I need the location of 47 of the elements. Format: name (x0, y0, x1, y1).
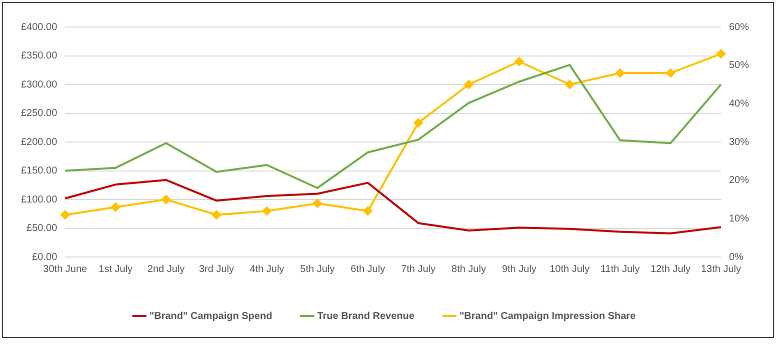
y-tick-label: £50.00 (26, 223, 58, 234)
x-tick-label: 12th July (650, 264, 691, 275)
x-tick-label: 7th July (401, 264, 436, 275)
legend-label: "Brand" Campaign Impression Share (459, 310, 636, 322)
point (716, 49, 726, 58)
y-tick-label: £150.00 (20, 166, 58, 176)
x-tick-label: 2nd July (147, 264, 185, 275)
point (111, 202, 120, 212)
point (514, 57, 524, 66)
y2-tick-label: 60% (728, 22, 750, 33)
y-tick-label: £300.00 (20, 79, 58, 90)
point (616, 68, 625, 78)
y2-tick-label: 40% (728, 98, 750, 110)
point (312, 198, 322, 208)
y-tick-label: £100.00 (20, 194, 58, 206)
y-tick-label: £200.00 (20, 136, 58, 148)
point (262, 206, 272, 216)
y-tick-label: £350.00 (20, 50, 58, 62)
legend-label: "Brand" Campaign Spend (149, 310, 272, 322)
x-tick-label: 1st July (98, 264, 133, 275)
x-tick-label: 3rd July (198, 264, 234, 275)
point (363, 206, 372, 216)
y2-tick-label: 0% (728, 252, 744, 263)
x-tick-label: 4th July (250, 264, 284, 275)
point (212, 210, 221, 220)
point (666, 68, 676, 78)
y2-tick-label: 20% (728, 175, 750, 186)
point (414, 118, 423, 128)
y2-tick-label: 50% (728, 60, 750, 72)
point (464, 80, 474, 89)
point (162, 195, 171, 204)
x-tick-label: 9th July (502, 264, 536, 275)
y2-tick-label: 10% (728, 213, 750, 224)
x-tick-label: 6th July (350, 264, 386, 275)
y2-tick-label: 30% (728, 136, 750, 148)
y-tick-label: £0.00 (32, 252, 58, 263)
x-tick-label: 10th July (550, 264, 590, 275)
x-tick-label: 13th July (700, 264, 741, 275)
x-tick-label: 11th July (600, 264, 640, 275)
point (565, 80, 574, 89)
y-tick-label: £250.00 (20, 108, 58, 119)
point (60, 210, 70, 220)
x-tick-label: 8th July (452, 264, 486, 275)
y-tick-label: £400.00 (20, 22, 58, 33)
legend-label: True Brand Revenue (317, 310, 415, 322)
x-tick-label: 30th June (43, 264, 88, 275)
x-tick-label: 5th July (300, 264, 335, 275)
